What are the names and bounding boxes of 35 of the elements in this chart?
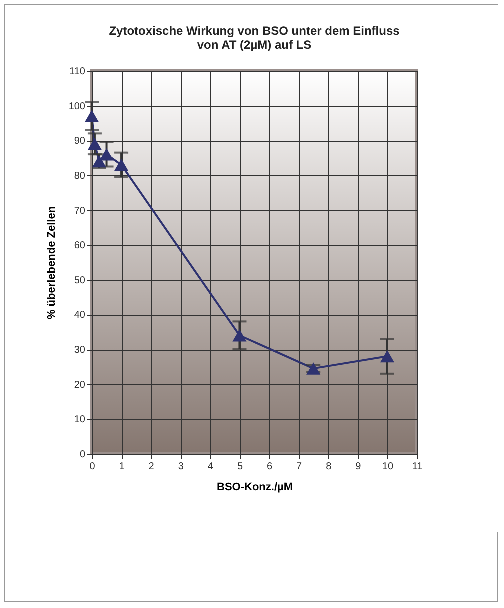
x-tick-label: 8: [326, 462, 332, 472]
y-tick-label: 50: [74, 275, 86, 286]
y-tick-label: 110: [70, 66, 86, 78]
point: [232, 329, 247, 342]
x-tick-label: 0: [90, 462, 96, 472]
x-tick-label: 7: [296, 462, 303, 472]
y-tick-label: 80: [74, 170, 86, 182]
point: [380, 350, 395, 363]
text: Zytotoxische Wirkung von BSO unter dem Einfluss: [109, 24, 400, 38]
y-tick-label: 10: [74, 414, 86, 426]
y-tick-label: 0: [80, 450, 86, 460]
y-tick-label: 30: [74, 345, 86, 356]
x-axis-title: BSO-Konz./µM: [217, 482, 293, 494]
y-tick-label: 100: [68, 101, 86, 112]
y-tick-label: 60: [74, 240, 86, 252]
point: [84, 110, 100, 122]
y-tick-label: 70: [74, 206, 86, 217]
x-tick-label: 11: [412, 462, 424, 472]
x-tick-label: 5: [237, 462, 244, 472]
point: [100, 148, 114, 161]
x-tick-label: 6: [266, 462, 273, 472]
x-tick-label: 4: [208, 462, 214, 472]
y-tick-label: 90: [74, 136, 86, 148]
y-tick-label: 20: [74, 380, 86, 391]
text: von AT (2µM) auf LS: [197, 38, 312, 52]
point: [88, 138, 102, 150]
point: [114, 158, 129, 172]
point: [92, 155, 106, 168]
x-tick-label: 9: [356, 462, 362, 472]
x-tick-label: 1: [119, 462, 126, 472]
y-axis-title: % überlebende Zellen: [46, 206, 58, 320]
x-tick-label: 10: [382, 462, 394, 472]
y-tick-label: 40: [74, 310, 86, 322]
x-tick-label: 2: [148, 462, 155, 472]
x-tick-label: 3: [178, 462, 184, 472]
